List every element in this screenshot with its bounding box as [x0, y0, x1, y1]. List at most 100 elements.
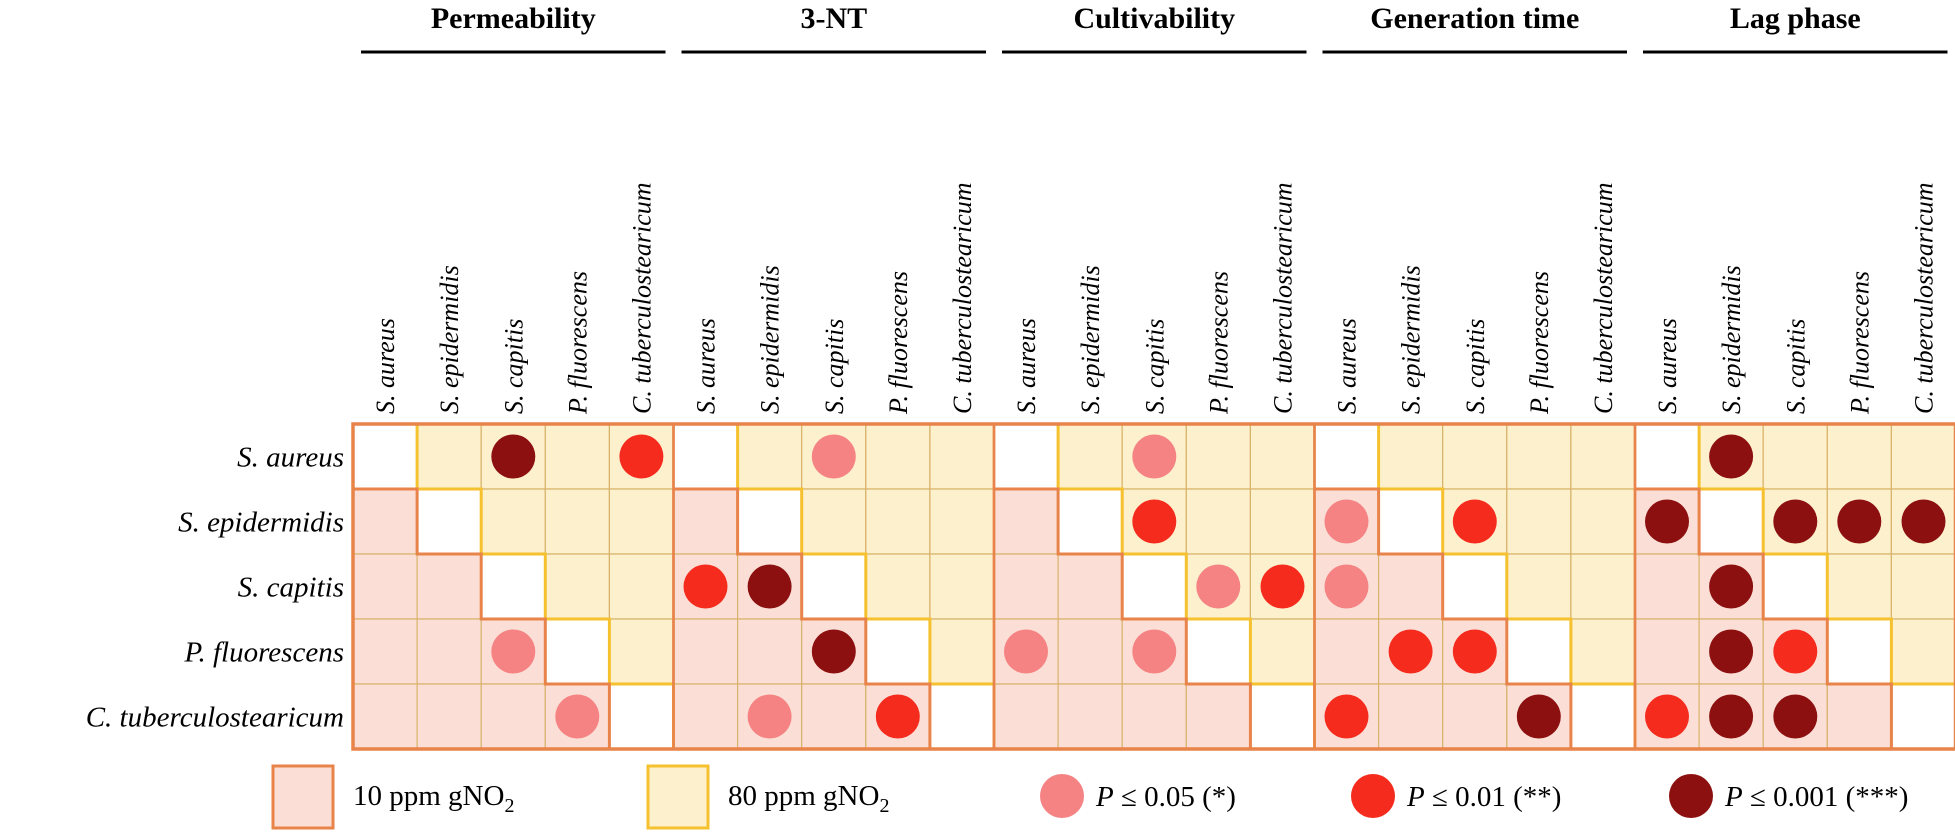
- heatmap-cell: [1121, 553, 1187, 620]
- heatmap-cell: [1570, 683, 1636, 750]
- heatmap-cell: [1762, 423, 1828, 490]
- significance-dot: [1709, 694, 1754, 739]
- heatmap-cell: [865, 488, 931, 555]
- row-label: S. capitis: [238, 572, 344, 604]
- column-label: S. epidermidis: [1397, 265, 1426, 414]
- heatmap-cell: [480, 683, 546, 750]
- heatmap-cell: [865, 618, 931, 685]
- significance-dot: [683, 564, 728, 609]
- heatmap-cell: [416, 618, 482, 685]
- significance-dot: [619, 434, 664, 479]
- heatmap-cell: [672, 683, 739, 750]
- significance-dot: [491, 629, 536, 674]
- heatmap-cell: [929, 553, 995, 620]
- column-label: S. aureus: [1012, 318, 1041, 414]
- heatmap-cell: [1377, 488, 1444, 555]
- heatmap-cell: [993, 488, 1059, 555]
- heatmap-cell: [1826, 618, 1893, 685]
- legend-sig-label: P ≤ 0.001 (***): [1724, 781, 1908, 813]
- heatmap-cell: [1570, 423, 1636, 490]
- heatmap-cell: [1057, 488, 1123, 555]
- heatmap-cell: [1890, 423, 1955, 490]
- heatmap-cell: [544, 423, 610, 490]
- significance-dot: [1196, 564, 1241, 609]
- heatmap-cell: [1121, 683, 1187, 750]
- significance-dot: [1388, 629, 1433, 674]
- legend-sig-dot: [1669, 774, 1713, 818]
- column-label: S. epidermidis: [756, 265, 785, 414]
- significance-dot: [1324, 564, 1369, 609]
- heatmap-cell: [352, 423, 418, 490]
- significance-dot: [1132, 629, 1177, 674]
- heatmap-cell: [352, 683, 418, 750]
- heatmap-cell: [416, 488, 482, 555]
- heatmap-cell: [1442, 553, 1508, 620]
- significance-dot: [1516, 694, 1561, 739]
- significance-dot: [1324, 499, 1369, 544]
- legend-10ppm-swatch: [271, 764, 335, 830]
- heatmap-cell: [1249, 618, 1316, 685]
- heatmap-cell: [1570, 488, 1636, 555]
- significance-dot: [1773, 694, 1818, 739]
- heatmap-cell: [1249, 488, 1316, 555]
- heatmap-cell: [801, 553, 867, 620]
- heatmap-cell: [865, 423, 931, 490]
- heatmap-cell: [416, 423, 482, 490]
- column-label: C. tuberculostearicum: [1269, 182, 1298, 414]
- row-label: P. fluorescens: [184, 637, 345, 669]
- panel-title: Cultivability: [1073, 2, 1235, 35]
- column-label: P. fluorescens: [1845, 271, 1874, 415]
- heatmap-cell: [736, 423, 803, 490]
- legend-sig-dot: [1040, 774, 1084, 818]
- heatmap-cell: [672, 618, 739, 685]
- heatmap-cell: [993, 683, 1059, 750]
- lower-triangle-border: [353, 487, 611, 749]
- heatmap-cell: [1890, 553, 1955, 620]
- heatmap-cell: [608, 488, 675, 555]
- significance-dot: [555, 694, 600, 739]
- heatmap-cell: [1377, 683, 1444, 750]
- heatmap-cell: [929, 683, 995, 750]
- heatmap-cell: [416, 683, 482, 750]
- heatmap-cell: [416, 553, 482, 620]
- heatmap-cell: [544, 488, 610, 555]
- significance-dot: [1452, 629, 1497, 674]
- heatmap-cell: [929, 423, 995, 490]
- column-label: S. aureus: [1333, 318, 1362, 414]
- column-label: C. tuberculostearicum: [1910, 182, 1939, 414]
- heatmap-cell: [1057, 423, 1123, 490]
- heatmap-cell: [1249, 423, 1316, 490]
- heatmap-cell: [608, 618, 675, 685]
- heatmap-cell: [1442, 423, 1508, 490]
- heatmap-cell: [1442, 683, 1508, 750]
- heatmap-cell: [1057, 618, 1123, 685]
- column-label: C. tuberculostearicum: [627, 182, 656, 414]
- row-label: S. aureus: [237, 442, 344, 474]
- significance-dot: [1324, 694, 1369, 739]
- significance-dot: [1452, 499, 1497, 544]
- panel-titles: Permeability 3-NT Cultivability Generation …: [361, 2, 1948, 54]
- column-label: S. epidermidis: [1076, 265, 1105, 414]
- significance-dot: [1837, 499, 1882, 544]
- heatmap-cell: [929, 488, 995, 555]
- heatmap-cell: [608, 553, 675, 620]
- column-label: S. capitis: [1461, 319, 1490, 414]
- upper-triangle-border: [415, 424, 675, 749]
- column-label: S. epidermidis: [1717, 265, 1746, 414]
- heatmap-cell: [1377, 423, 1444, 490]
- upper-triangle-border: [1697, 424, 1955, 749]
- significance-dot: [491, 434, 536, 479]
- heatmap-cell: [480, 553, 546, 620]
- heatmap-cell: [544, 553, 610, 620]
- heatmap-cell: [1826, 553, 1893, 620]
- column-label: C. tuberculostearicum: [1589, 182, 1618, 414]
- significance-dot: [1709, 434, 1754, 479]
- lower-triangle-border: [994, 487, 1252, 749]
- panel-title: Permeability: [431, 2, 596, 35]
- upper-triangle-border: [736, 424, 996, 749]
- significance-dot: [1709, 564, 1754, 609]
- heatmap-cell: [480, 488, 546, 555]
- column-label: S. aureus: [1653, 318, 1682, 414]
- heatmap-cell: [736, 488, 803, 555]
